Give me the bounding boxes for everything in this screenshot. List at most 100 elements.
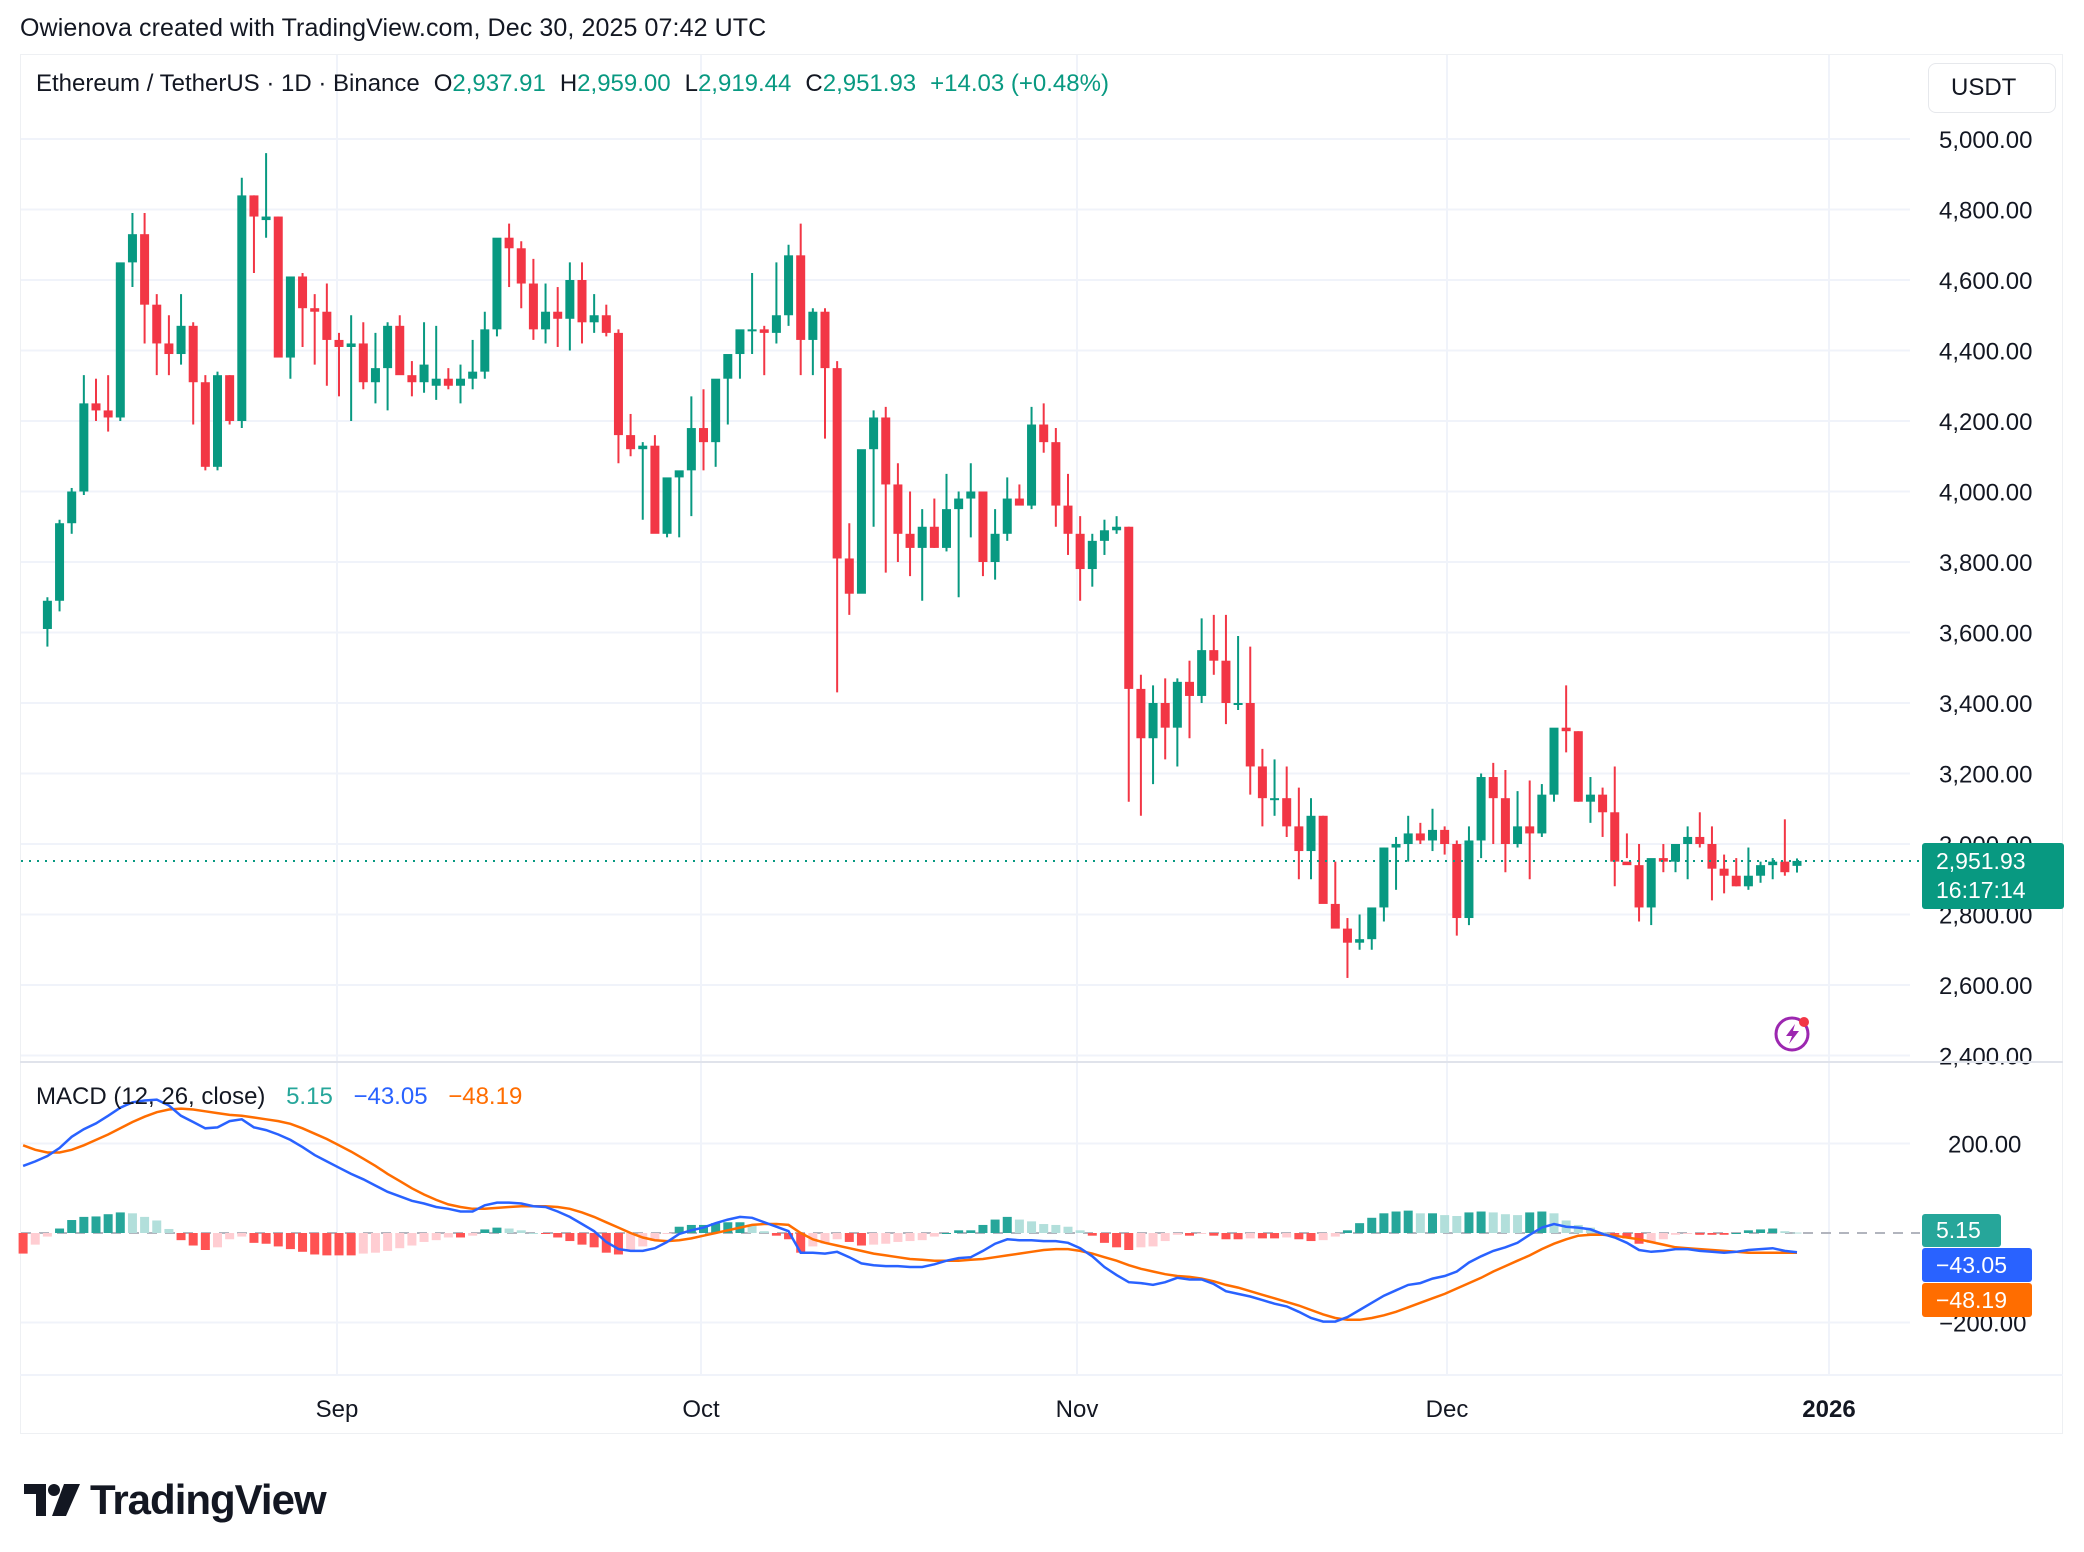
candle[interactable] xyxy=(1610,812,1620,862)
candle[interactable] xyxy=(127,234,137,263)
candle[interactable] xyxy=(42,600,52,629)
candle[interactable] xyxy=(516,248,526,284)
candle[interactable] xyxy=(407,375,417,383)
candle[interactable] xyxy=(176,325,186,355)
candle[interactable] xyxy=(1172,681,1182,728)
candle[interactable] xyxy=(1756,865,1766,876)
candle[interactable] xyxy=(1549,727,1559,795)
candle[interactable] xyxy=(200,382,210,467)
candle[interactable] xyxy=(1136,688,1146,739)
candle[interactable] xyxy=(55,523,65,601)
macd-title[interactable]: MACD (12, 26, close) xyxy=(36,1083,266,1110)
candle[interactable] xyxy=(115,262,125,418)
candle[interactable] xyxy=(383,325,393,369)
candle[interactable] xyxy=(1124,526,1134,689)
candle[interactable] xyxy=(334,339,344,347)
candle[interactable] xyxy=(626,435,636,450)
candle[interactable] xyxy=(1391,844,1401,848)
candle[interactable] xyxy=(662,477,672,534)
candle[interactable] xyxy=(67,491,77,524)
candle[interactable] xyxy=(1743,875,1753,887)
tradingview-logo[interactable]: TradingView xyxy=(24,1476,327,1524)
candle[interactable] xyxy=(1731,875,1741,887)
candle[interactable] xyxy=(1646,858,1656,908)
candle[interactable] xyxy=(601,315,611,333)
candle[interactable] xyxy=(1415,833,1425,841)
candle[interactable] xyxy=(1355,939,1365,943)
candle[interactable] xyxy=(699,428,708,443)
candle[interactable] xyxy=(188,325,198,383)
candle[interactable] xyxy=(771,315,781,333)
candle[interactable] xyxy=(796,255,806,340)
candle[interactable] xyxy=(942,509,951,548)
candle[interactable] xyxy=(273,216,283,358)
candle[interactable] xyxy=(1428,829,1437,841)
candle[interactable] xyxy=(1561,727,1571,732)
candle[interactable] xyxy=(1622,861,1632,866)
candle[interactable] xyxy=(1476,777,1486,841)
candle[interactable] xyxy=(1027,424,1037,506)
candle[interactable] xyxy=(832,368,842,559)
candle[interactable] xyxy=(589,315,599,323)
candle[interactable] xyxy=(152,304,162,344)
candle[interactable] xyxy=(1039,424,1049,443)
candle[interactable] xyxy=(298,276,308,309)
candle[interactable] xyxy=(735,329,745,355)
candle[interactable] xyxy=(431,378,441,386)
candle[interactable] xyxy=(820,311,830,369)
candle[interactable] xyxy=(285,276,295,358)
candle[interactable] xyxy=(91,403,101,411)
candle[interactable] xyxy=(747,329,757,332)
candle[interactable] xyxy=(468,371,478,379)
candle[interactable] xyxy=(1634,865,1644,908)
candle[interactable] xyxy=(1695,836,1705,844)
candle[interactable] xyxy=(1598,794,1608,813)
candle[interactable] xyxy=(225,375,235,421)
candle[interactable] xyxy=(1488,777,1498,799)
candle[interactable] xyxy=(1087,540,1097,570)
candle[interactable] xyxy=(1367,907,1377,940)
candle[interactable] xyxy=(1537,794,1547,834)
candle[interactable] xyxy=(1707,844,1717,869)
candle[interactable] xyxy=(504,237,514,249)
candle[interactable] xyxy=(492,237,502,330)
candle[interactable] xyxy=(310,308,320,312)
candle[interactable] xyxy=(1099,530,1109,541)
candle[interactable] xyxy=(1719,868,1729,876)
candle[interactable] xyxy=(1780,861,1790,873)
candle[interactable] xyxy=(358,343,368,383)
candle[interactable] xyxy=(966,491,976,499)
candle[interactable] xyxy=(1318,815,1328,904)
candle[interactable] xyxy=(954,498,964,510)
candle[interactable] xyxy=(1245,703,1255,767)
candle[interactable] xyxy=(261,216,271,221)
candle[interactable] xyxy=(613,332,623,436)
candle[interactable] xyxy=(1671,844,1680,862)
candle[interactable] xyxy=(1379,847,1389,908)
candle[interactable] xyxy=(1051,442,1061,506)
candle[interactable] xyxy=(1342,928,1352,943)
candle[interactable] xyxy=(1294,826,1304,852)
candle[interactable] xyxy=(1658,858,1668,862)
candle[interactable] xyxy=(674,470,684,478)
candle[interactable] xyxy=(686,428,696,471)
candle[interactable] xyxy=(103,410,113,418)
candle[interactable] xyxy=(1148,703,1158,739)
candle[interactable] xyxy=(528,283,538,330)
candle[interactable] xyxy=(1440,829,1450,844)
candle[interactable] xyxy=(79,403,89,492)
candle[interactable] xyxy=(541,311,551,330)
candle[interactable] xyxy=(1282,798,1292,827)
candle[interactable] xyxy=(1464,840,1474,919)
candle[interactable] xyxy=(443,378,453,386)
candle[interactable] xyxy=(1075,533,1085,570)
currency-button[interactable]: USDT xyxy=(1928,63,2056,113)
candle[interactable] xyxy=(638,445,648,450)
candle[interactable] xyxy=(213,375,222,467)
candle[interactable] xyxy=(1257,766,1267,799)
candle[interactable] xyxy=(370,368,380,383)
candle[interactable] xyxy=(869,417,879,450)
candle[interactable] xyxy=(140,234,150,305)
candle[interactable] xyxy=(1768,861,1778,866)
